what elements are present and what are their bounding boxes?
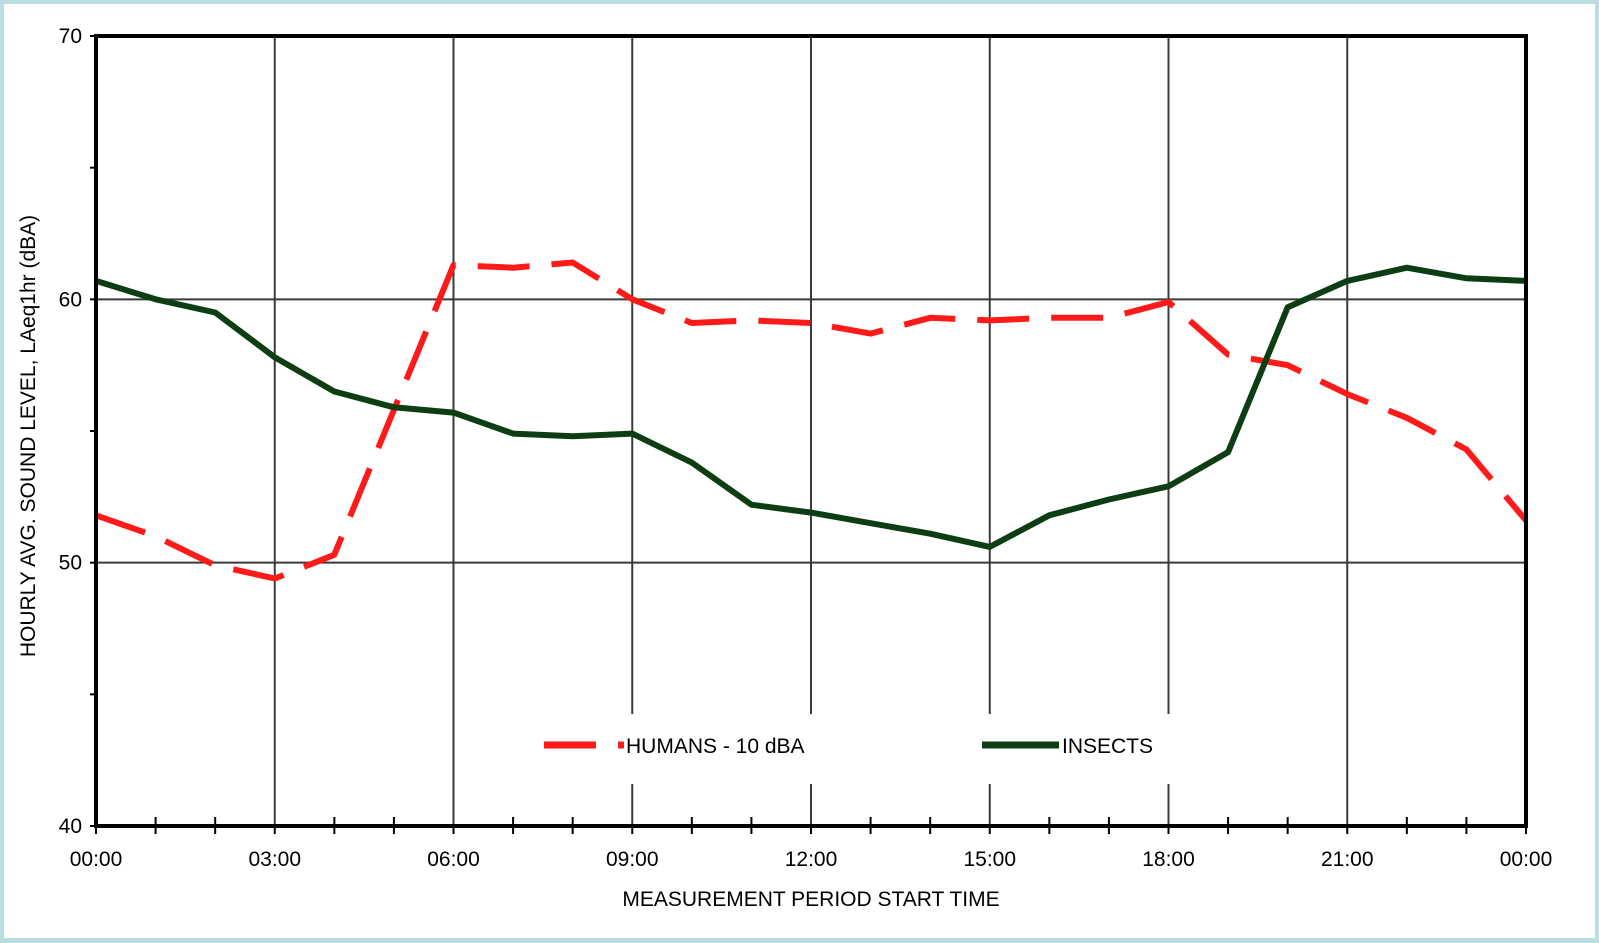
series-line-1 — [95, 264, 1527, 550]
x-tick-label-0: 00:00 — [70, 848, 123, 871]
y-axis-title: HOURLY AVG. SOUND LEVEL, LAeq1hr (dBA) — [17, 215, 40, 657]
y-tick-label-3: 70 — [59, 25, 82, 48]
y-tick-label-1: 50 — [59, 552, 82, 575]
plot-border — [94, 34, 1528, 828]
x-tick-label-7: 21:00 — [1321, 848, 1374, 871]
legend-label-0: HUMANS - 10 dBA — [626, 735, 805, 758]
x-tick-label-2: 06:00 — [427, 848, 480, 871]
series-line-0 — [95, 259, 1529, 582]
grid-lines — [96, 36, 1526, 826]
legend-label-1: INSECTS — [1062, 735, 1153, 758]
chart-container: HUMANS - 10 dBA INSECTS 00:00 03:00 06:00 09… — [4, 4, 1595, 938]
x-axis-title: MEASUREMENT PERIOD START TIME — [622, 888, 999, 911]
legend-background — [512, 714, 1272, 784]
legend: HUMANS - 10 dBA INSECTS — [544, 735, 1153, 758]
x-tick-label-8: 00:00 — [1500, 848, 1553, 871]
x-tick-label-3: 09:00 — [606, 848, 659, 871]
series-lines — [95, 259, 1529, 582]
line-chart: HUMANS - 10 dBA INSECTS 00:00 03:00 06:00 09… — [17, 25, 1553, 911]
y-tick-label-2: 60 — [59, 288, 82, 311]
x-tick-label-5: 15:00 — [963, 848, 1016, 871]
x-tick-label-1: 03:00 — [248, 848, 301, 871]
y-tick-label-0: 40 — [59, 815, 82, 838]
tick-labels: 00:00 03:00 06:00 09:00 12:00 15:00 18:00 21:00… — [59, 25, 1553, 871]
x-tick-label-4: 12:00 — [785, 848, 838, 871]
x-tick-label-6: 18:00 — [1142, 848, 1195, 871]
